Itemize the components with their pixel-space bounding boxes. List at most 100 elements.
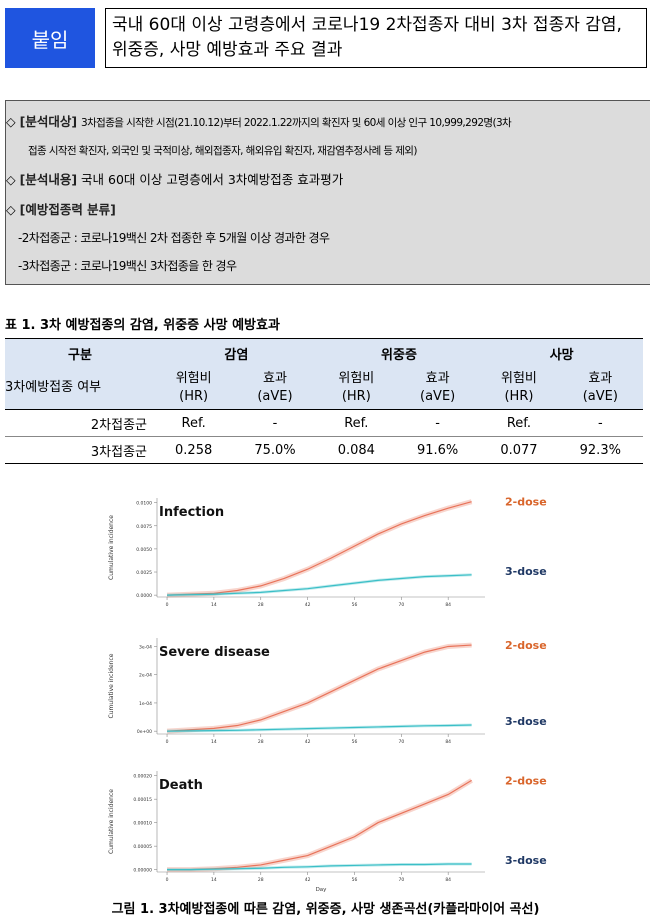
x-tick-label: 42 — [305, 739, 311, 745]
table-cell: 75.0% — [232, 436, 318, 464]
series-line — [167, 574, 472, 596]
table-cell: 0.077 — [480, 436, 558, 464]
text: 3차접종을 시작한 시점(21.10.12)부터 2022.1.22까지의 확진… — [81, 117, 512, 129]
x-tick-label: 14 — [211, 602, 217, 608]
x-tick-label: 56 — [352, 877, 358, 883]
y-tick-label: 0.0100 — [136, 501, 152, 507]
table-cell: - — [394, 409, 481, 437]
y-tick-label: 0.00020 — [133, 774, 152, 780]
series-line — [167, 724, 472, 732]
chart-title: Severe disease — [159, 645, 270, 660]
table-row: 3차접종군 0.258 75.0% 0.084 91.6% 0.077 92.3% — [5, 436, 643, 464]
y-tick-label: 0.0075 — [136, 524, 152, 530]
marker: ◇ — [6, 114, 16, 129]
y-tick-label: 2e-04 — [139, 673, 152, 679]
y-tick-label: 0e+00 — [137, 729, 152, 735]
series-label: 2-dose — [505, 774, 547, 787]
series-label: 2-dose — [505, 639, 547, 652]
table-caption: 표 1. 3차 예방접종의 감염, 위중증 사망 예방효과 — [5, 318, 280, 333]
y-tick-label: 0.0025 — [136, 570, 152, 576]
x-tick-label: 84 — [445, 877, 451, 883]
header-cell: 구분 — [5, 338, 155, 367]
y-axis-label: Cumulative incidence — [108, 653, 115, 718]
header-cell: 사망 — [480, 338, 643, 367]
table-row: 2차접종군 Ref. - Ref. - Ref. - — [5, 409, 643, 437]
series-label: 3-dose — [505, 715, 547, 728]
y-tick-label: 3e-04 — [139, 644, 152, 650]
x-tick-label: 14 — [211, 739, 217, 745]
table-cell: Ref. — [480, 409, 558, 437]
ci-band — [167, 778, 473, 873]
chart-title: Death — [159, 778, 203, 793]
x-tick-label: 84 — [445, 739, 451, 745]
x-tick-label: 0 — [166, 602, 169, 608]
chart: 0.00000 0.00005 0.00010 0.00015 0.00020 0 14 28… — [108, 771, 547, 893]
x-tick-label: 56 — [352, 602, 358, 608]
x-tick-label: 42 — [305, 602, 311, 608]
series-line — [167, 779, 472, 871]
y-tick-label: 0.00000 — [133, 868, 152, 874]
summary-row: ◇ [분석내용] 국내 60대 이상 고령층에서 3차예방접종 효과평가 — [6, 169, 343, 188]
table-cell: 3차접종군 — [5, 436, 155, 464]
series-label: 3-dose — [505, 565, 547, 578]
x-tick-label: 0 — [166, 739, 169, 745]
chart-title: Infection — [159, 505, 224, 520]
x-axis-label: Day — [316, 887, 328, 893]
x-tick-label: 0 — [166, 877, 169, 883]
header-cell: 감염 — [155, 338, 318, 367]
x-tick-label: 84 — [445, 602, 451, 608]
y-tick-label: 0.00005 — [133, 844, 152, 850]
header-cell: 위중증 — [317, 338, 481, 367]
y-tick-label: 1e-04 — [139, 701, 152, 707]
summary-row: ◇ [예방접종력 분류] — [6, 199, 116, 218]
y-tick-label: 0.00010 — [133, 821, 152, 827]
label: [분석대상] — [19, 114, 78, 129]
x-tick-label: 56 — [352, 739, 358, 745]
table-cell: - — [557, 409, 643, 437]
group: -2차접종군 : 코로나19백신 2차 접종한 후 5개월 이상 경과한 경우 — [18, 231, 330, 245]
series-line — [167, 501, 472, 596]
subheader-cell: 효과 (aVE) — [557, 367, 643, 410]
chart: 0e+00 1e-04 2e-04 3e-04 0 14 28 42 56 70 84 Cumulat… — [108, 638, 547, 745]
label: [분석내용] — [19, 172, 78, 187]
subheader-cell: 위험비 (HR) — [155, 367, 233, 410]
y-tick-label: 0.00015 — [133, 797, 152, 803]
x-tick-label: 28 — [258, 602, 264, 608]
group: -3차접종군 : 코로나19백신 3차접종을 한 경우 — [18, 259, 237, 273]
label: [예방접종력 분류] — [19, 202, 116, 217]
summary-box: ◇ [분석대상] 3차접종을 시작한 시점(21.10.12)부터 2022.1… — [5, 100, 650, 285]
marker: ◇ — [6, 202, 16, 217]
marker: ◇ — [6, 172, 16, 187]
y-tick-label: 0.0000 — [136, 593, 152, 599]
figure-caption: 그림 1. 3차예방접종에 따른 감염, 위중증, 사망 생존곡선(카플라마이어… — [111, 902, 540, 917]
y-axis-label: Cumulative incidence — [108, 515, 115, 580]
badge: 붙임 — [5, 8, 95, 68]
table-cell: - — [232, 409, 318, 437]
doc-title: 국내 60대 이상 고령층에서 코로나19 2차접종자 대비 3차 접종자 감염… — [105, 8, 647, 68]
chart: 0.0000 0.0025 0.0050 0.0075 0.0100 0 14 28 42 56 7… — [108, 496, 547, 608]
subheader-cell: 효과 (aVE) — [394, 367, 481, 410]
table-cell: 92.3% — [557, 436, 643, 464]
text: 국내 60대 이상 고령층에서 3차예방접종 효과평가 — [81, 172, 344, 187]
table: 구분 감염 위중증 사망 3차예방접종 여부 위험비 (HR) 효과 (aVE) 위험… — [5, 338, 643, 464]
x-tick-label: 42 — [305, 877, 311, 883]
header-row: 구분 감염 위중증 사망 — [5, 338, 643, 367]
subheader-cell: 위험비 (HR) — [480, 367, 558, 410]
table-cell: 2차접종군 — [5, 409, 155, 437]
table-cell: 91.6% — [394, 436, 481, 464]
subheader-row: 3차예방접종 여부 위험비 (HR) 효과 (aVE) 위험비 (HR) 효과 (aVE… — [5, 367, 643, 410]
series-line — [167, 863, 472, 871]
subheader-cell: 위험비 (HR) — [317, 367, 395, 410]
x-tick-label: 14 — [211, 877, 217, 883]
subheader-cell: 효과 (aVE) — [232, 367, 318, 410]
x-tick-label: 70 — [398, 877, 404, 883]
x-tick-label: 70 — [398, 602, 404, 608]
table-cell: 0.258 — [155, 436, 233, 464]
summary-detail: 접종 시작전 확진자, 외국인 및 국적미상, 해외접종자, 해외유입 확진자,… — [28, 145, 417, 157]
subheader-cell: 3차예방접종 여부 — [5, 367, 155, 410]
series-label: 2-dose — [505, 496, 547, 509]
x-tick-label: 28 — [258, 739, 264, 745]
x-tick-label: 70 — [398, 739, 404, 745]
summary-row: ◇ [분석대상] 3차접종을 시작한 시점(21.10.12)부터 2022.1… — [6, 111, 512, 130]
